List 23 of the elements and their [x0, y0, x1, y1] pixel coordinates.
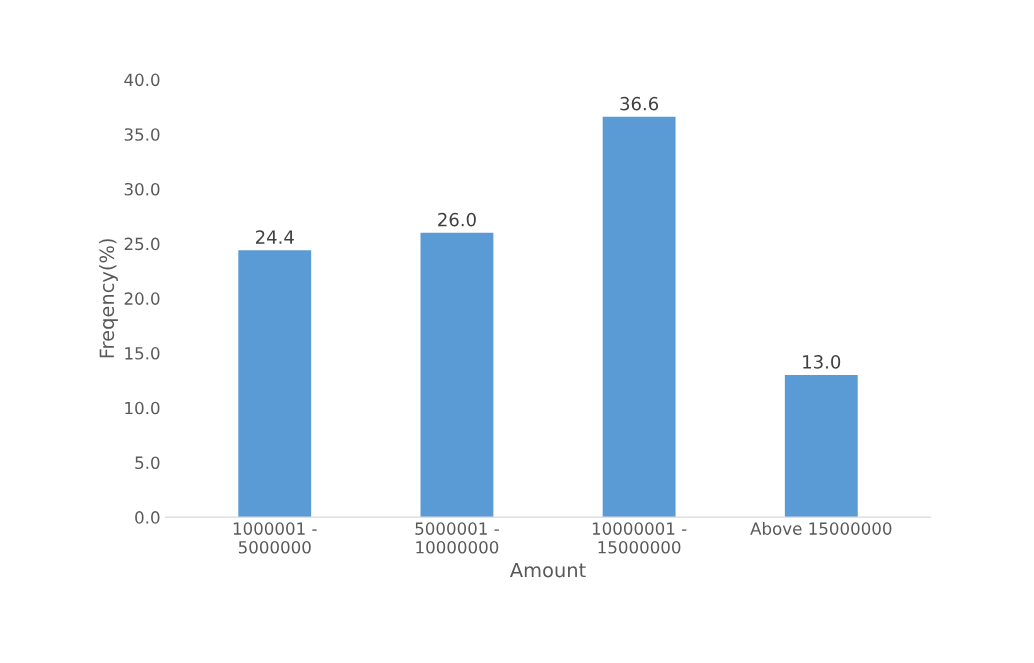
- y-tick-label: 35.0: [124, 128, 160, 141]
- y-tick-label: 20.0: [124, 292, 160, 305]
- y-tick-label: 15.0: [125, 347, 160, 360]
- x-tick-label: 10000001 - 15000000: [592, 522, 687, 554]
- bar: [420, 232, 494, 518]
- data-label: 24.4: [255, 230, 294, 244]
- data-label: 36.6: [620, 96, 659, 111]
- x-axis-title: Amount: [509, 562, 586, 578]
- y-axis-title: Freqency(%): [99, 239, 118, 358]
- y-tick-label: 0.0: [135, 511, 160, 524]
- x-tick-label: 1000001 - 5000000: [233, 522, 317, 554]
- x-tick-label: Above 15000000: [750, 522, 892, 535]
- y-tick-label: 5.0: [135, 456, 160, 470]
- y-tick-label: 10.0: [125, 401, 160, 415]
- bar: [238, 250, 312, 518]
- y-tick-label: 40.0: [124, 73, 160, 87]
- x-tick-label: 5000001 - 10000000: [415, 522, 499, 554]
- data-label: 26.0: [438, 212, 476, 227]
- bar: [602, 116, 676, 518]
- y-tick-label: 30.0: [124, 182, 160, 196]
- bar: [784, 374, 858, 518]
- data-label: 13.0: [803, 354, 841, 369]
- y-tick-label: 25.0: [124, 237, 160, 251]
